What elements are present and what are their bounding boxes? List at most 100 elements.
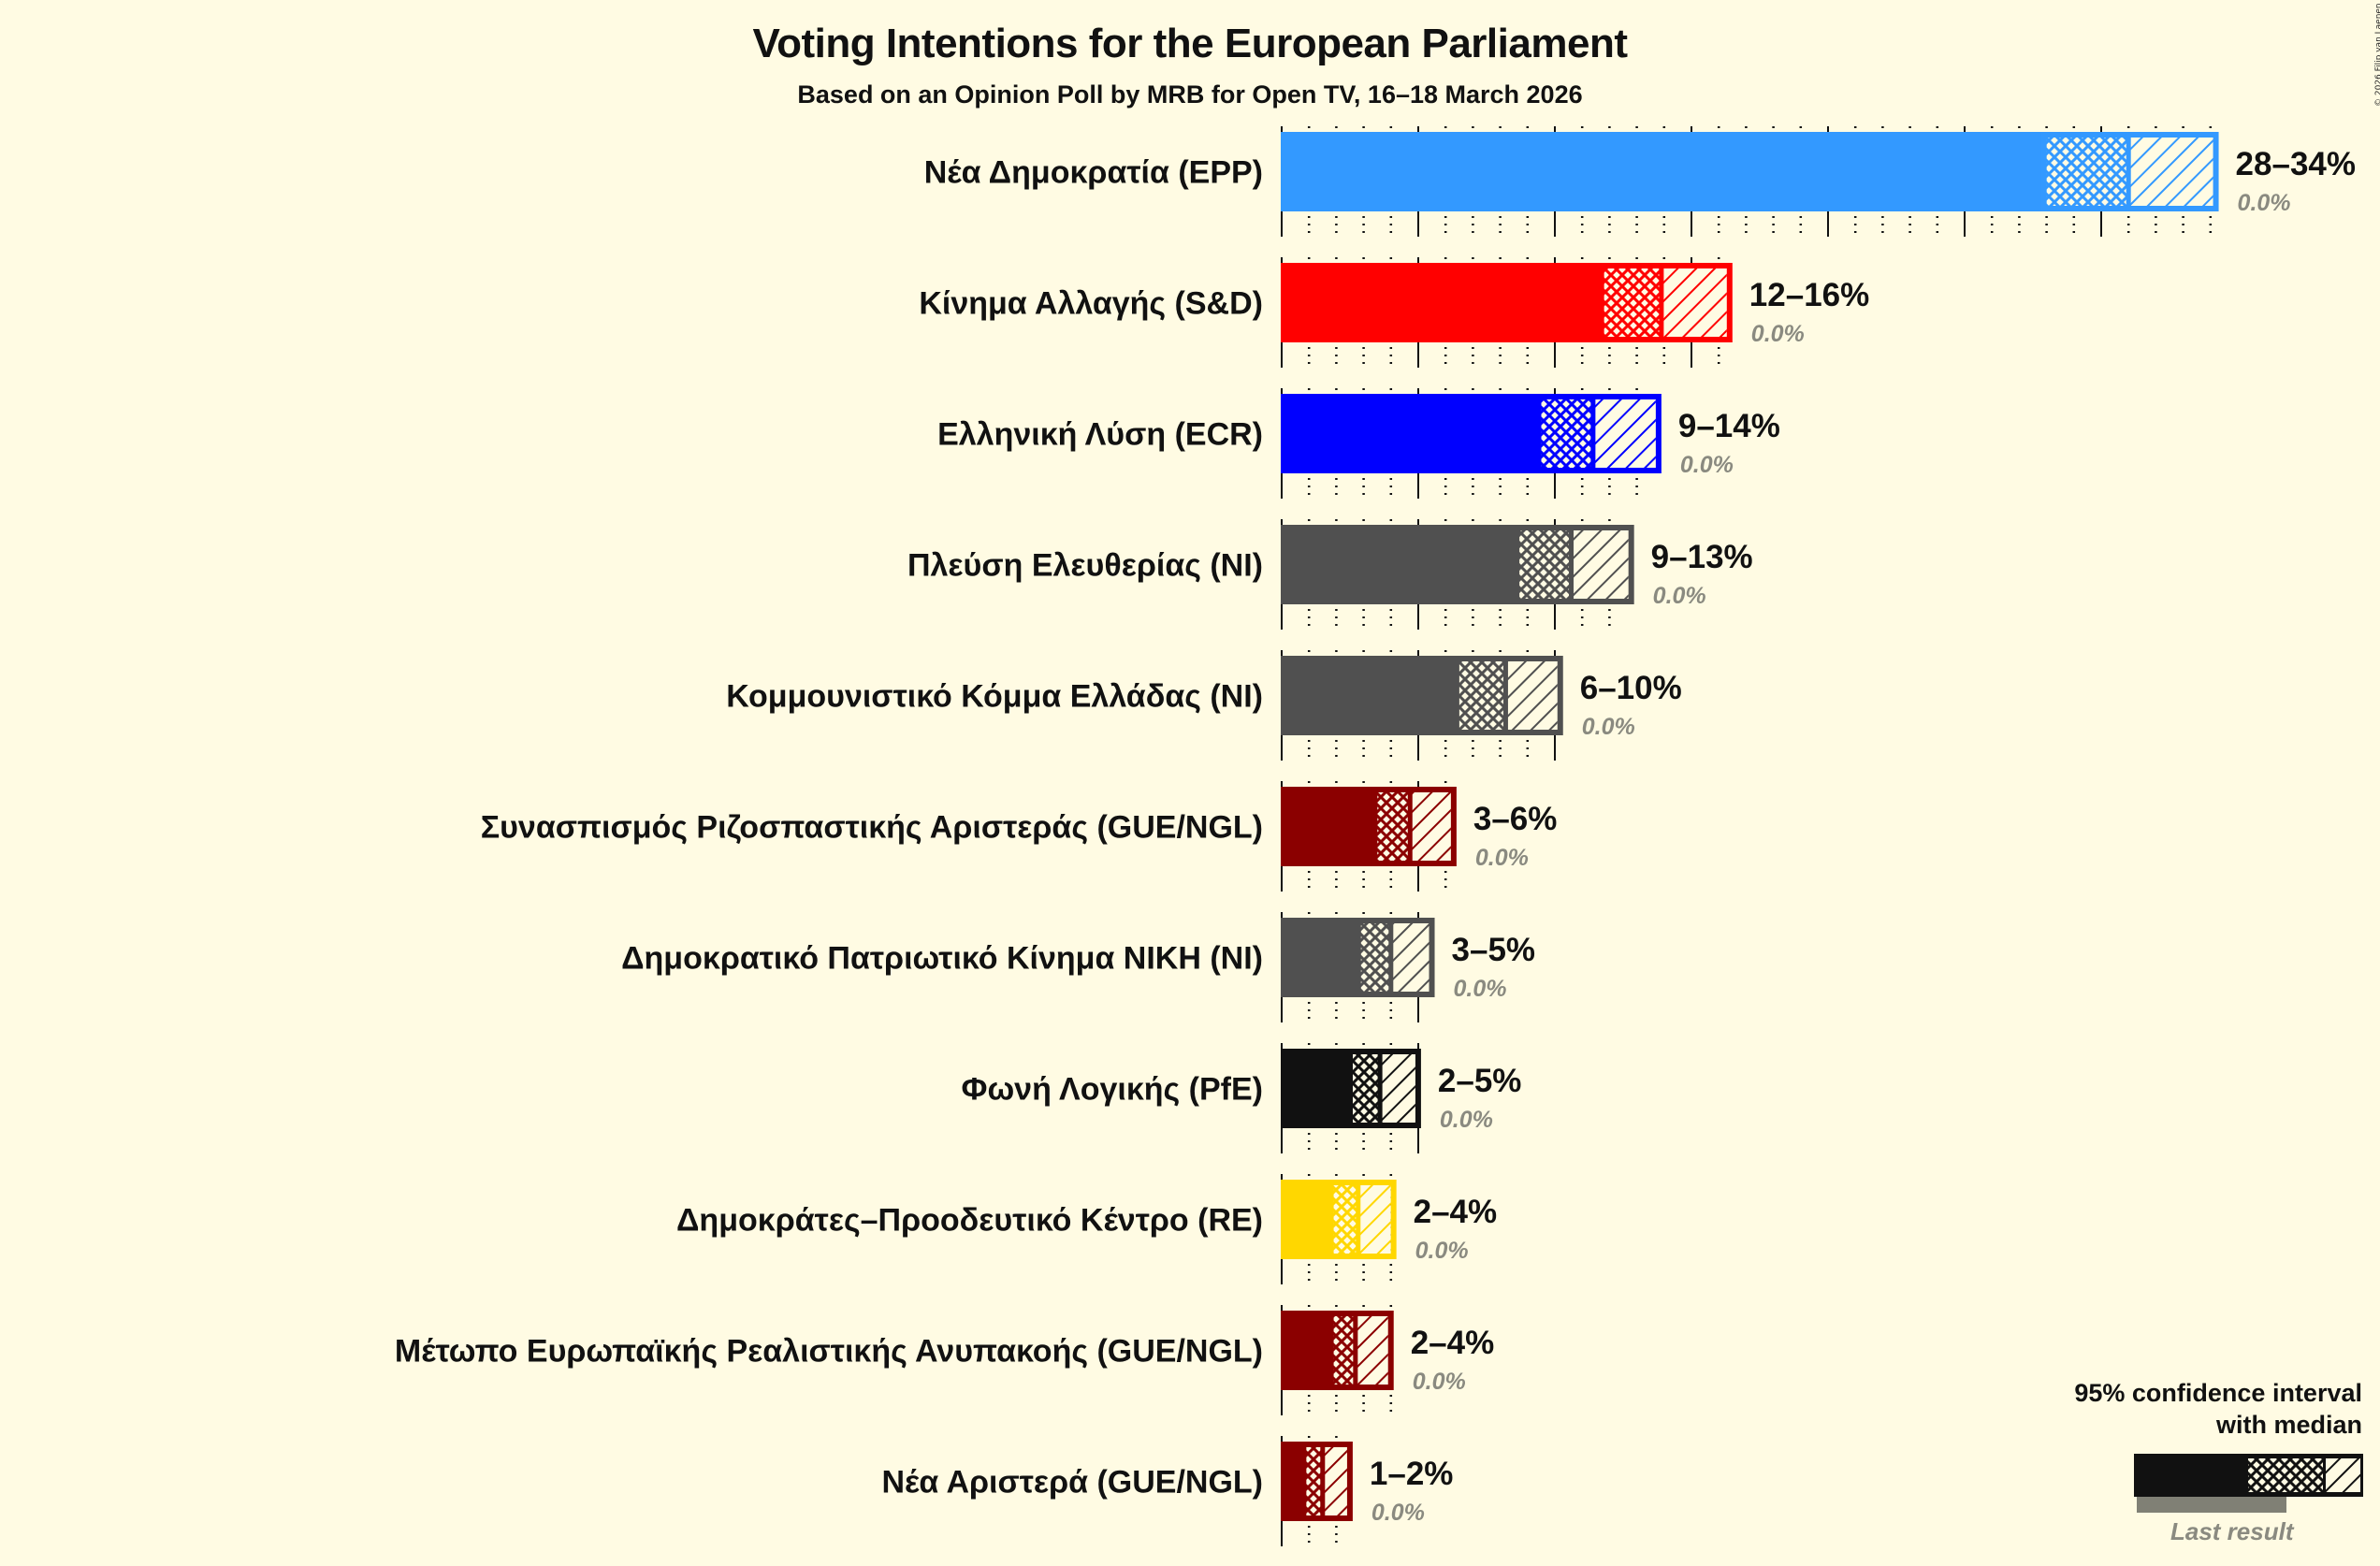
range-label: 9–14% [1678, 408, 1780, 444]
bar-ci-frame [1328, 1180, 1397, 1259]
bar-ci-lower [2043, 138, 2129, 206]
range-label: 3–5% [1452, 932, 1536, 968]
last-result-label: 0.0% [1371, 1500, 1425, 1526]
bar-ci-upper [1571, 530, 1629, 599]
bar-ci-frame [1598, 263, 1733, 342]
legend-title: 95% confidence interval with median [2074, 1377, 2362, 1441]
range-label: 3–6% [1473, 801, 1558, 837]
bar-ci-frame [1328, 1311, 1394, 1390]
last-result-label: 0.0% [1415, 1238, 1469, 1264]
bar-row [1281, 132, 2219, 211]
bar-ci-upper [1505, 661, 1558, 730]
range-label: 1–2% [1370, 1456, 1454, 1492]
last-result-label: 0.0% [1751, 321, 1805, 347]
bar-solid [1281, 1180, 1331, 1259]
bar-row [1281, 394, 1662, 473]
bar-ci-upper [1390, 923, 1429, 992]
bar-ci-frame [1453, 656, 1563, 735]
bar-ci-upper [1355, 1316, 1388, 1385]
bar-ci-upper [1322, 1447, 1347, 1515]
bar-row [1281, 1049, 1421, 1128]
legend-title-line1: 95% confidence interval [2074, 1379, 2362, 1407]
bar-solid [1281, 1311, 1331, 1390]
bar-ci-lower [1330, 1185, 1358, 1254]
bar-solid [1281, 1442, 1304, 1521]
bar-row [1281, 656, 1563, 735]
bar-ci-frame [1300, 1442, 1353, 1521]
legend-ci-lower [2248, 1458, 2323, 1492]
range-label: 2–4% [1414, 1194, 1498, 1230]
bar-ci-frame [1355, 918, 1435, 997]
labels: Νέα Δημοκρατία (EPP) 28–34% 0.0% Κίνημα Αλλ… [395, 146, 2356, 1526]
bar-ci-frame [1514, 525, 1634, 604]
last-result-label: 0.0% [1475, 845, 1529, 871]
bar-ci-lower [1456, 661, 1506, 730]
last-result-label: 0.0% [2238, 190, 2291, 216]
bar-row [1281, 263, 1733, 342]
range-label: 12–16% [1749, 277, 1869, 313]
bar-ci-upper [1592, 399, 1656, 468]
bar-solid [1281, 394, 1539, 473]
party-label: Νέα Δημοκρατία (EPP) [924, 155, 1263, 191]
legend-last-result-label: Last result [2170, 1517, 2294, 1545]
bar-solid [1281, 656, 1457, 735]
bar-ci-lower [1538, 399, 1593, 468]
party-label: Μέτωπο Ευρωπαϊκής Ρεαλιστικής Ανυπακοής … [395, 1334, 1263, 1370]
bar-row [1281, 787, 1457, 866]
bar-solid [1281, 787, 1375, 866]
bar-ci-lower [1350, 1054, 1381, 1123]
bar-row [1281, 918, 1435, 997]
last-result-label: 0.0% [1653, 583, 1706, 609]
bar-ci-lower [1303, 1447, 1323, 1515]
legend-title-line2: with median [2215, 1411, 2362, 1439]
bar-ci-lower [1374, 792, 1411, 861]
chart-subtitle: Based on an Opinion Poll by MRB for Open… [797, 80, 1583, 109]
range-label: 9–13% [1651, 539, 1753, 575]
chart-title: Voting Intentions for the European Parli… [752, 21, 1628, 66]
bar-ci-frame [1347, 1049, 1421, 1128]
last-result-label: 0.0% [1680, 452, 1734, 478]
bar-ci-lower [1601, 268, 1662, 337]
party-label: Ελληνική Λύση (ECR) [937, 417, 1263, 453]
bars [1281, 132, 2219, 1521]
bar-row [1281, 1180, 1397, 1259]
bar-solid [1281, 918, 1358, 997]
bar-row [1281, 525, 1634, 604]
range-label: 2–4% [1411, 1325, 1495, 1361]
bar-ci-lower [1357, 923, 1391, 992]
bar-solid [1281, 132, 2044, 211]
party-label: Πλεύση Ελευθερίας (NI) [907, 548, 1263, 584]
bar-ci-upper [1380, 1054, 1415, 1123]
bar-ci-lower [1517, 530, 1572, 599]
bar-ci-upper [1661, 268, 1727, 337]
bar-ci-lower [1330, 1316, 1356, 1385]
bar-ci-upper [1410, 792, 1451, 861]
legend-ci-upper [2326, 1458, 2360, 1492]
bar-solid [1281, 1049, 1350, 1128]
party-label: Κομμουνιστικό Κόμμα Ελλάδας (NI) [726, 679, 1263, 715]
legend-graphic [2134, 1454, 2363, 1513]
range-label: 6–10% [1580, 670, 1682, 706]
bar-ci-upper [1357, 1185, 1391, 1254]
bar-solid [1281, 525, 1517, 604]
bar-ci-frame [1371, 787, 1457, 866]
bar-row [1281, 1442, 1353, 1521]
party-label: Δημοκρατικό Πατριωτικό Κίνημα ΝΙΚΗ (NI) [621, 941, 1263, 977]
party-label: Συνασπισμός Ριζοσπαστικής Αριστεράς (GUE… [481, 810, 1263, 846]
bar-row [1281, 1311, 1394, 1390]
last-result-label: 0.0% [1582, 714, 1635, 740]
party-label: Κίνημα Αλλαγής (S&D) [919, 286, 1263, 322]
legend-last-result-bar [2137, 1497, 2286, 1513]
bar-ci-upper [2128, 138, 2213, 206]
party-label: Δημοκράτες–Προοδευτικό Κέντρο (RE) [676, 1203, 1263, 1239]
range-label: 28–34% [2236, 146, 2356, 182]
party-label: Νέα Αριστερά (GUE/NGL) [881, 1465, 1263, 1501]
range-label: 2–5% [1438, 1063, 1522, 1099]
party-label: Φωνή Λογικής (PfE) [962, 1072, 1263, 1108]
last-result-label: 0.0% [1454, 976, 1507, 1002]
last-result-label: 0.0% [1440, 1107, 1493, 1133]
bar-ci-frame [1535, 394, 1662, 473]
bar-solid [1281, 263, 1602, 342]
last-result-label: 0.0% [1413, 1369, 1466, 1395]
